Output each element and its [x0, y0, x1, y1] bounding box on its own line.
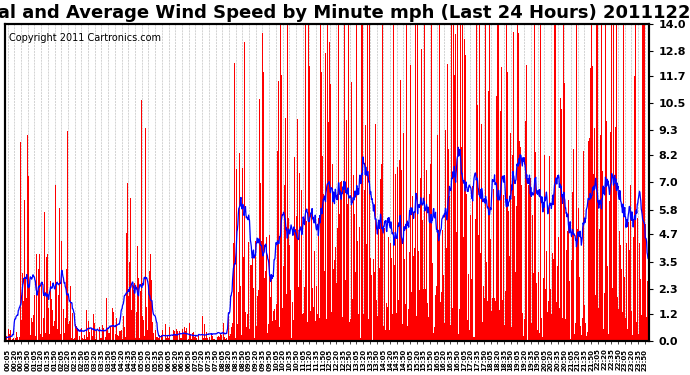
Title: Actual and Average Wind Speed by Minute mph (Last 24 Hours) 20111223: Actual and Average Wind Speed by Minute … [0, 4, 690, 22]
Text: Copyright 2011 Cartronics.com: Copyright 2011 Cartronics.com [8, 33, 161, 43]
